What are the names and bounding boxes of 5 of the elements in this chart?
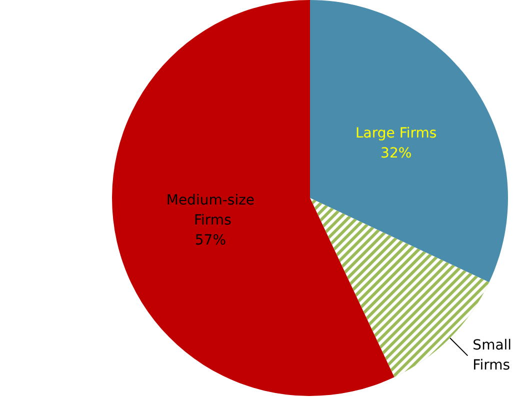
data-label: 57% (194, 232, 226, 248)
slice-label: Small Firms (472, 338, 516, 374)
slice-label: Large Firms (356, 125, 437, 142)
slice-label: Medium-size Firms (166, 192, 255, 228)
data-label: 32% (380, 145, 412, 162)
